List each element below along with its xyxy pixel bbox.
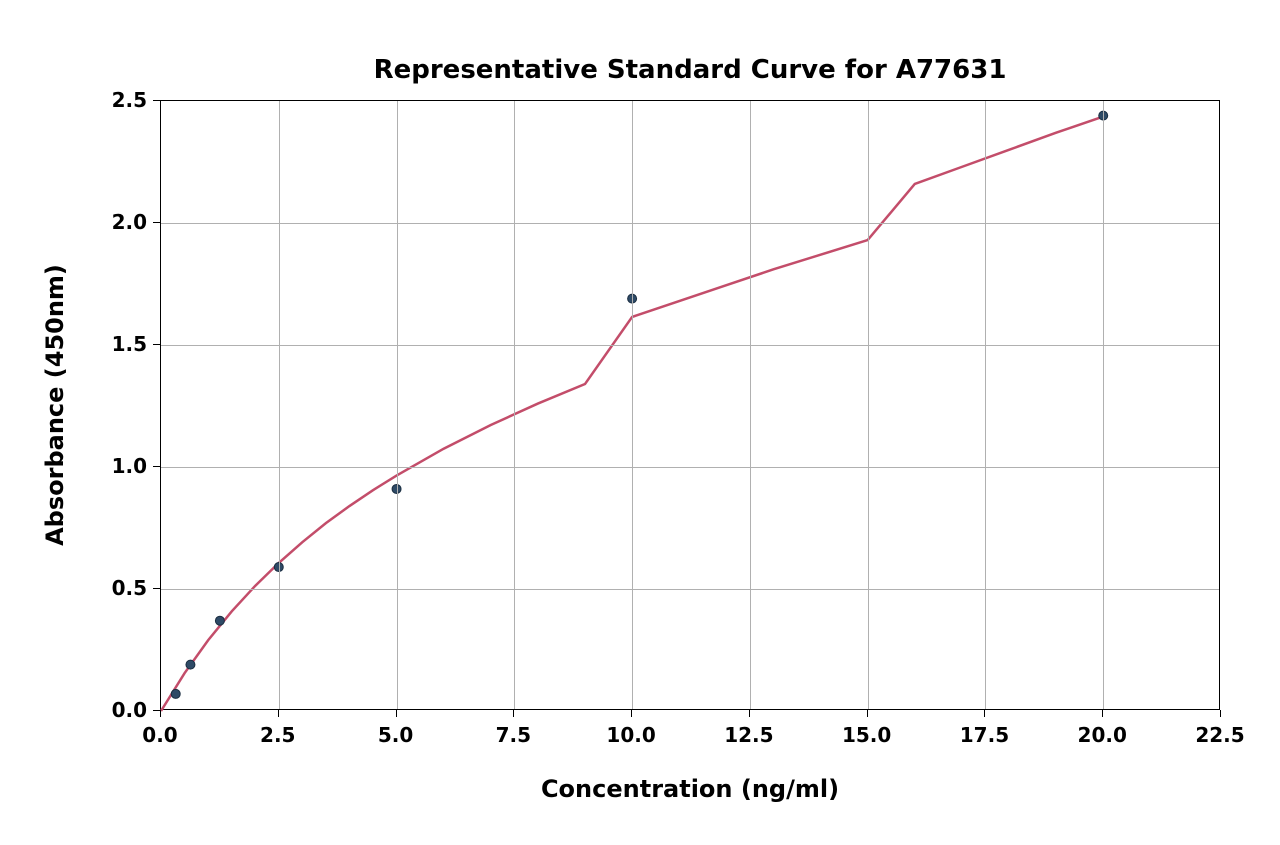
- x-tick-mark: [867, 710, 868, 717]
- y-tick-label: 2.5: [112, 88, 147, 112]
- x-tick-mark: [1220, 710, 1221, 717]
- grid-line-vertical: [868, 101, 869, 709]
- grid-line-horizontal: [161, 467, 1219, 468]
- grid-line-vertical: [1103, 101, 1104, 709]
- grid-line-horizontal: [161, 223, 1219, 224]
- x-axis-title: Concentration (ng/ml): [541, 775, 839, 803]
- y-tick-mark: [153, 466, 160, 467]
- y-tick-label: 1.5: [112, 332, 147, 356]
- x-tick-label: 7.5: [496, 723, 531, 747]
- y-tick-label: 1.0: [112, 454, 147, 478]
- chart-container: Representative Standard Curve for A77631…: [0, 0, 1280, 845]
- y-tick-mark: [153, 100, 160, 101]
- x-tick-label: 17.5: [960, 723, 1009, 747]
- x-tick-label: 15.0: [842, 723, 891, 747]
- y-axis-title: Absorbance (450nm): [41, 264, 69, 546]
- y-tick-label: 2.0: [112, 210, 147, 234]
- grid-line-vertical: [397, 101, 398, 709]
- grid-line-vertical: [750, 101, 751, 709]
- x-tick-mark: [631, 710, 632, 717]
- grid-line-vertical: [985, 101, 986, 709]
- grid-line-horizontal: [161, 589, 1219, 590]
- x-tick-label: 10.0: [606, 723, 655, 747]
- y-tick-label: 0.5: [112, 576, 147, 600]
- grid-line-vertical: [632, 101, 633, 709]
- x-tick-mark: [1102, 710, 1103, 717]
- y-tick-label: 0.0: [112, 698, 147, 722]
- plot-area: [160, 100, 1220, 710]
- y-tick-mark: [153, 222, 160, 223]
- y-tick-mark: [153, 588, 160, 589]
- x-tick-label: 22.5: [1195, 723, 1244, 747]
- x-tick-label: 2.5: [260, 723, 295, 747]
- grid-line-vertical: [514, 101, 515, 709]
- x-tick-label: 12.5: [724, 723, 773, 747]
- x-tick-mark: [984, 710, 985, 717]
- x-tick-label: 20.0: [1078, 723, 1127, 747]
- x-tick-mark: [278, 710, 279, 717]
- x-tick-mark: [160, 710, 161, 717]
- grid-line-horizontal: [161, 345, 1219, 346]
- x-tick-mark: [749, 710, 750, 717]
- grid-line-vertical: [279, 101, 280, 709]
- chart-title: Representative Standard Curve for A77631: [374, 55, 1007, 85]
- data-point: [215, 616, 224, 625]
- x-tick-label: 0.0: [142, 723, 177, 747]
- x-tick-label: 5.0: [378, 723, 413, 747]
- plot-svg: [161, 101, 1221, 711]
- y-tick-mark: [153, 710, 160, 711]
- data-point: [171, 689, 180, 698]
- x-tick-mark: [396, 710, 397, 717]
- data-point: [186, 660, 195, 669]
- y-tick-mark: [153, 344, 160, 345]
- x-tick-mark: [513, 710, 514, 717]
